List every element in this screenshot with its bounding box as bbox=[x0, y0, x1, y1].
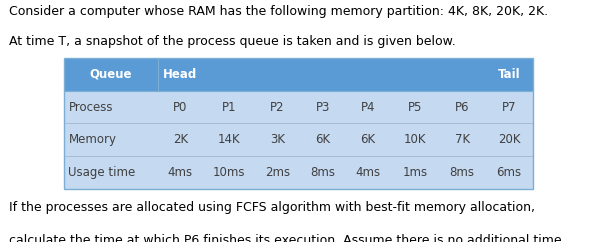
Text: 6K: 6K bbox=[315, 133, 330, 146]
Text: P0: P0 bbox=[173, 101, 187, 113]
Text: Tail: Tail bbox=[498, 68, 521, 81]
Text: If the processes are allocated using FCFS algorithm with best-fit memory allocat: If the processes are allocated using FCF… bbox=[9, 201, 535, 214]
Text: 6K: 6K bbox=[361, 133, 376, 146]
Text: P7: P7 bbox=[502, 101, 516, 113]
Text: P3: P3 bbox=[316, 101, 330, 113]
Bar bbox=[203, 58, 255, 91]
Text: 20K: 20K bbox=[498, 133, 521, 146]
Bar bbox=[391, 58, 439, 91]
Text: Head: Head bbox=[163, 68, 198, 81]
Bar bbox=[158, 58, 203, 91]
Text: 10ms: 10ms bbox=[213, 166, 245, 179]
Bar bbox=[64, 58, 533, 189]
Text: P6: P6 bbox=[455, 101, 469, 113]
Text: 2K: 2K bbox=[173, 133, 188, 146]
Text: Memory: Memory bbox=[68, 133, 116, 146]
Text: 8ms: 8ms bbox=[450, 166, 474, 179]
Text: calculate the time at which P6 finishes its execution. Assume there is no additi: calculate the time at which P6 finishes … bbox=[9, 234, 562, 242]
Bar bbox=[255, 58, 300, 91]
Text: 6ms: 6ms bbox=[496, 166, 522, 179]
Bar bbox=[300, 58, 345, 91]
Bar bbox=[64, 58, 158, 91]
Text: P2: P2 bbox=[270, 101, 284, 113]
Text: 4ms: 4ms bbox=[168, 166, 193, 179]
Text: P5: P5 bbox=[408, 101, 422, 113]
Text: P4: P4 bbox=[361, 101, 375, 113]
Bar bbox=[485, 58, 533, 91]
Text: Usage time: Usage time bbox=[68, 166, 136, 179]
Text: Process: Process bbox=[68, 101, 113, 113]
Text: 14K: 14K bbox=[218, 133, 240, 146]
Text: P1: P1 bbox=[222, 101, 236, 113]
Text: 4ms: 4ms bbox=[356, 166, 381, 179]
Text: 2ms: 2ms bbox=[265, 166, 290, 179]
Text: 1ms: 1ms bbox=[402, 166, 428, 179]
Text: 10K: 10K bbox=[404, 133, 427, 146]
Bar bbox=[439, 58, 485, 91]
Text: Consider a computer whose RAM has the following memory partition: 4K, 8K, 20K, 2: Consider a computer whose RAM has the fo… bbox=[9, 5, 548, 18]
Text: At time T, a snapshot of the process queue is taken and is given below.: At time T, a snapshot of the process que… bbox=[9, 35, 456, 48]
Text: 8ms: 8ms bbox=[310, 166, 335, 179]
Text: 7K: 7K bbox=[454, 133, 470, 146]
Text: 3K: 3K bbox=[270, 133, 285, 146]
Bar bbox=[64, 58, 533, 189]
Bar bbox=[345, 58, 391, 91]
Text: Queue: Queue bbox=[89, 68, 132, 81]
